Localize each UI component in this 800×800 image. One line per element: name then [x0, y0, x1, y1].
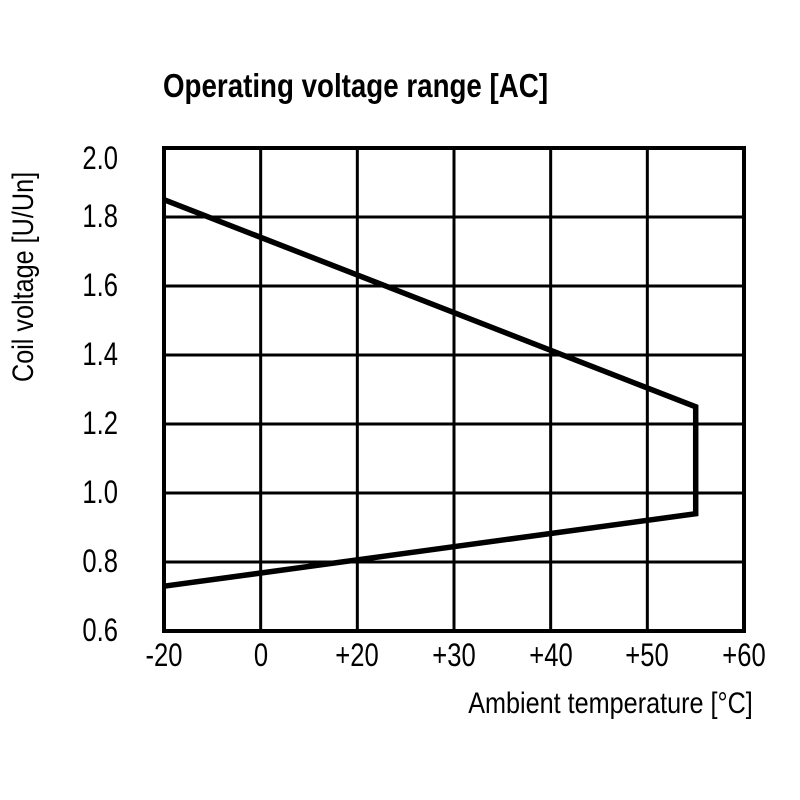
- x-tick-label: +50: [625, 637, 670, 673]
- x-tick-label: +20: [335, 637, 380, 673]
- x-tick-label: 0: [253, 637, 268, 673]
- y-tick-label: 1.8: [82, 198, 118, 234]
- y-tick-label: 1.0: [82, 474, 118, 510]
- y-tick-label: 1.2: [82, 405, 118, 441]
- y-tick-label: 0.8: [82, 543, 118, 579]
- y-tick-label: 2.0: [82, 140, 118, 176]
- x-tick-label: +30: [432, 637, 476, 673]
- x-axis-title: Ambient temperature [°C]: [468, 687, 753, 720]
- x-tick-label: -20: [145, 637, 183, 673]
- plot-border: [162, 146, 746, 633]
- y-tick-label: 0.6: [82, 612, 118, 648]
- chart-title: Operating voltage range [AC]: [163, 67, 549, 104]
- y-axis-title: Coil voltage [U/Un]: [7, 171, 40, 382]
- y-tick-label: 1.4: [82, 336, 118, 372]
- y-tick-label: 1.6: [82, 267, 118, 303]
- x-tick-label: +60: [722, 637, 766, 673]
- series-line-ac-operating-range-envelope: [163, 197, 699, 589]
- x-tick-label: +40: [528, 637, 573, 673]
